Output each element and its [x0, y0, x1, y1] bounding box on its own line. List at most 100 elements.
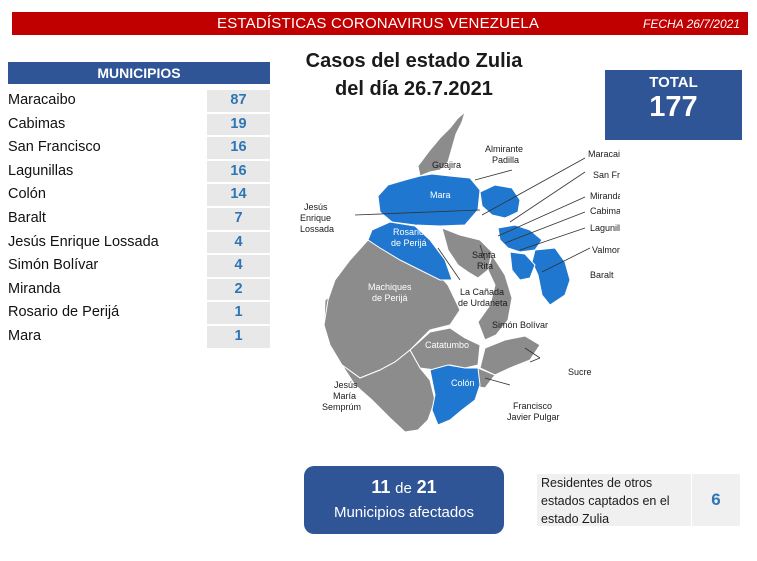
affected-count: 11: [371, 477, 391, 497]
affected-de: de: [395, 480, 412, 497]
municipio-cases: 16: [207, 137, 270, 159]
table-row: Jesús Enrique Lossada 4: [8, 231, 270, 256]
label-jesus-enrique-2: Enrique: [300, 213, 331, 223]
map-region-mara: [377, 173, 481, 227]
municipio-name: San Francisco: [8, 139, 101, 156]
table-row: Colón 14: [8, 184, 270, 208]
label-cabimas: Cabimas: [590, 206, 620, 216]
map-region-lagunillas: [509, 251, 536, 281]
table-row: Simón Bolívar 4: [8, 255, 270, 279]
municipio-name: Cabimas: [8, 115, 66, 132]
map-region-cabimas: [497, 224, 543, 253]
label-pulgar-2: Javier Pulgar: [507, 412, 560, 422]
map-region-canada: [441, 227, 493, 279]
row-name-cell: [8, 255, 204, 277]
label-pulgar-1: Francisco: [513, 401, 552, 411]
municipio-cases: 1: [207, 325, 270, 348]
label-simon-bolivar: Simón Bolívar: [492, 320, 548, 330]
municipio-cases: 16: [207, 160, 270, 183]
row-name-cell: [8, 184, 204, 206]
label-miranda: Miranda: [590, 191, 620, 201]
row-name-cell: [8, 160, 204, 183]
map-region-east-coast: [477, 253, 513, 341]
map-region-colon: [429, 364, 481, 426]
affected-count-line: 11 de 21: [304, 477, 504, 498]
label-machiques-2: de Perijá: [372, 293, 408, 303]
row-name-cell: [8, 325, 204, 348]
label-colon: Colón: [451, 378, 475, 388]
affected-total: 21: [416, 477, 437, 497]
header-date: FECHA 26/7/2021: [643, 17, 740, 31]
map-region-sucre: [479, 335, 541, 376]
label-santa-rita-1: Santa: [472, 250, 496, 260]
municipio-cases: 7: [207, 207, 270, 230]
map-region-rosario: [367, 221, 453, 281]
row-name-cell: [8, 113, 204, 136]
municipio-cases: 87: [207, 90, 270, 112]
row-name-cell: [8, 90, 204, 112]
label-jesus-enrique-1: Jesús: [304, 202, 328, 212]
label-catatumbo: Catatumbo: [425, 340, 469, 350]
label-jesus-maria-1: Jesús: [334, 380, 358, 390]
municipio-name: Jesús Enrique Lossada: [8, 233, 159, 250]
label-santa-rita-2: Rita: [477, 261, 493, 271]
row-name-cell: [8, 278, 204, 301]
municipios-table: Maracaibo 87 Cabimas 19 San Francisco 16 Lagun…: [8, 90, 270, 350]
row-name-cell: [8, 137, 204, 159]
municipio-cases: 2: [207, 278, 270, 301]
zulia-map: Guajira Almirante Padilla Mara Jesús Enr…: [300, 110, 620, 433]
label-rosario-1: Rosario: [393, 227, 424, 237]
header-bar: ESTADÍSTICAS CORONAVIRUS VENEZUELA FECHA…: [12, 12, 748, 35]
table-row: San Francisco 16: [8, 137, 270, 161]
label-sucre: Sucre: [568, 367, 592, 377]
label-guajira: Guajira: [432, 160, 461, 170]
table-row: Maracaibo 87: [8, 90, 270, 114]
header-title: ESTADÍSTICAS CORONAVIRUS VENEZUELA: [217, 15, 540, 32]
label-mara: Mara: [430, 190, 451, 200]
municipio-cases: 14: [207, 184, 270, 206]
table-row: Mara 1: [8, 325, 270, 350]
municipio-name: Simón Bolívar: [8, 257, 99, 274]
label-baralt: Baralt: [590, 270, 614, 280]
table-row: Rosario de Perijá 1: [8, 302, 270, 326]
row-name-cell: [8, 231, 204, 254]
total-value: 177: [649, 91, 698, 123]
table-row: Cabimas 19: [8, 113, 270, 138]
affected-label: Municipios afectados: [333, 504, 475, 521]
total-label: TOTAL: [649, 74, 698, 91]
leader-lines: [354, 157, 591, 386]
municipio-cases: 4: [207, 231, 270, 254]
municipio-name: Mara: [8, 327, 42, 344]
row-name-cell: [8, 207, 204, 230]
map-region-baralt: [531, 247, 571, 306]
label-almirante-2: Padilla: [492, 155, 519, 165]
municipio-name: Maracaibo: [8, 92, 76, 108]
label-machiques-1: Machiques: [368, 282, 412, 292]
municipio-name: Colón: [8, 186, 46, 203]
map-region-catatumbo: [409, 327, 481, 371]
municipio-name: Baralt: [8, 209, 46, 226]
total-box: TOTAL 177: [605, 70, 742, 140]
table-row: Baralt 7: [8, 207, 270, 232]
table-row: Lagunillas 16: [8, 160, 270, 185]
label-jesus-maria-3: Semprúm: [322, 402, 361, 412]
map-region-maracaibo: [479, 184, 521, 219]
residents-value: 6: [692, 474, 740, 526]
municipio-name: Rosario de Perijá: [8, 304, 120, 321]
municipio-cases: 19: [207, 113, 270, 136]
municipio-name: Lagunillas: [8, 162, 74, 179]
label-lagunillas: Lagunillas: [590, 223, 620, 233]
label-valmore: Valmore Rodríguez: [592, 245, 620, 255]
label-canada-2: de Urdaneta: [458, 298, 508, 308]
label-almirante-1: Almirante: [485, 144, 523, 154]
affected-municipalities-box: 11 de 21 Municipios afectados: [304, 466, 504, 534]
row-name-cell: [8, 302, 204, 324]
label-jesus-enrique-3: Lossada: [300, 224, 334, 234]
label-rosario-2: de Perijá: [391, 238, 427, 248]
chart-title-line1: Casos del estado Zulia: [305, 50, 523, 72]
chart-title-line2: del día 26.7.2021: [335, 78, 493, 100]
residents-text: Residentes de otros estados captados en …: [537, 474, 691, 526]
chart-title: Casos del estado Zulia del día 26.7.2021: [280, 47, 548, 103]
municipios-header: MUNICIPIOS: [8, 62, 270, 84]
label-san-francisco: San Francisco: [593, 170, 620, 180]
